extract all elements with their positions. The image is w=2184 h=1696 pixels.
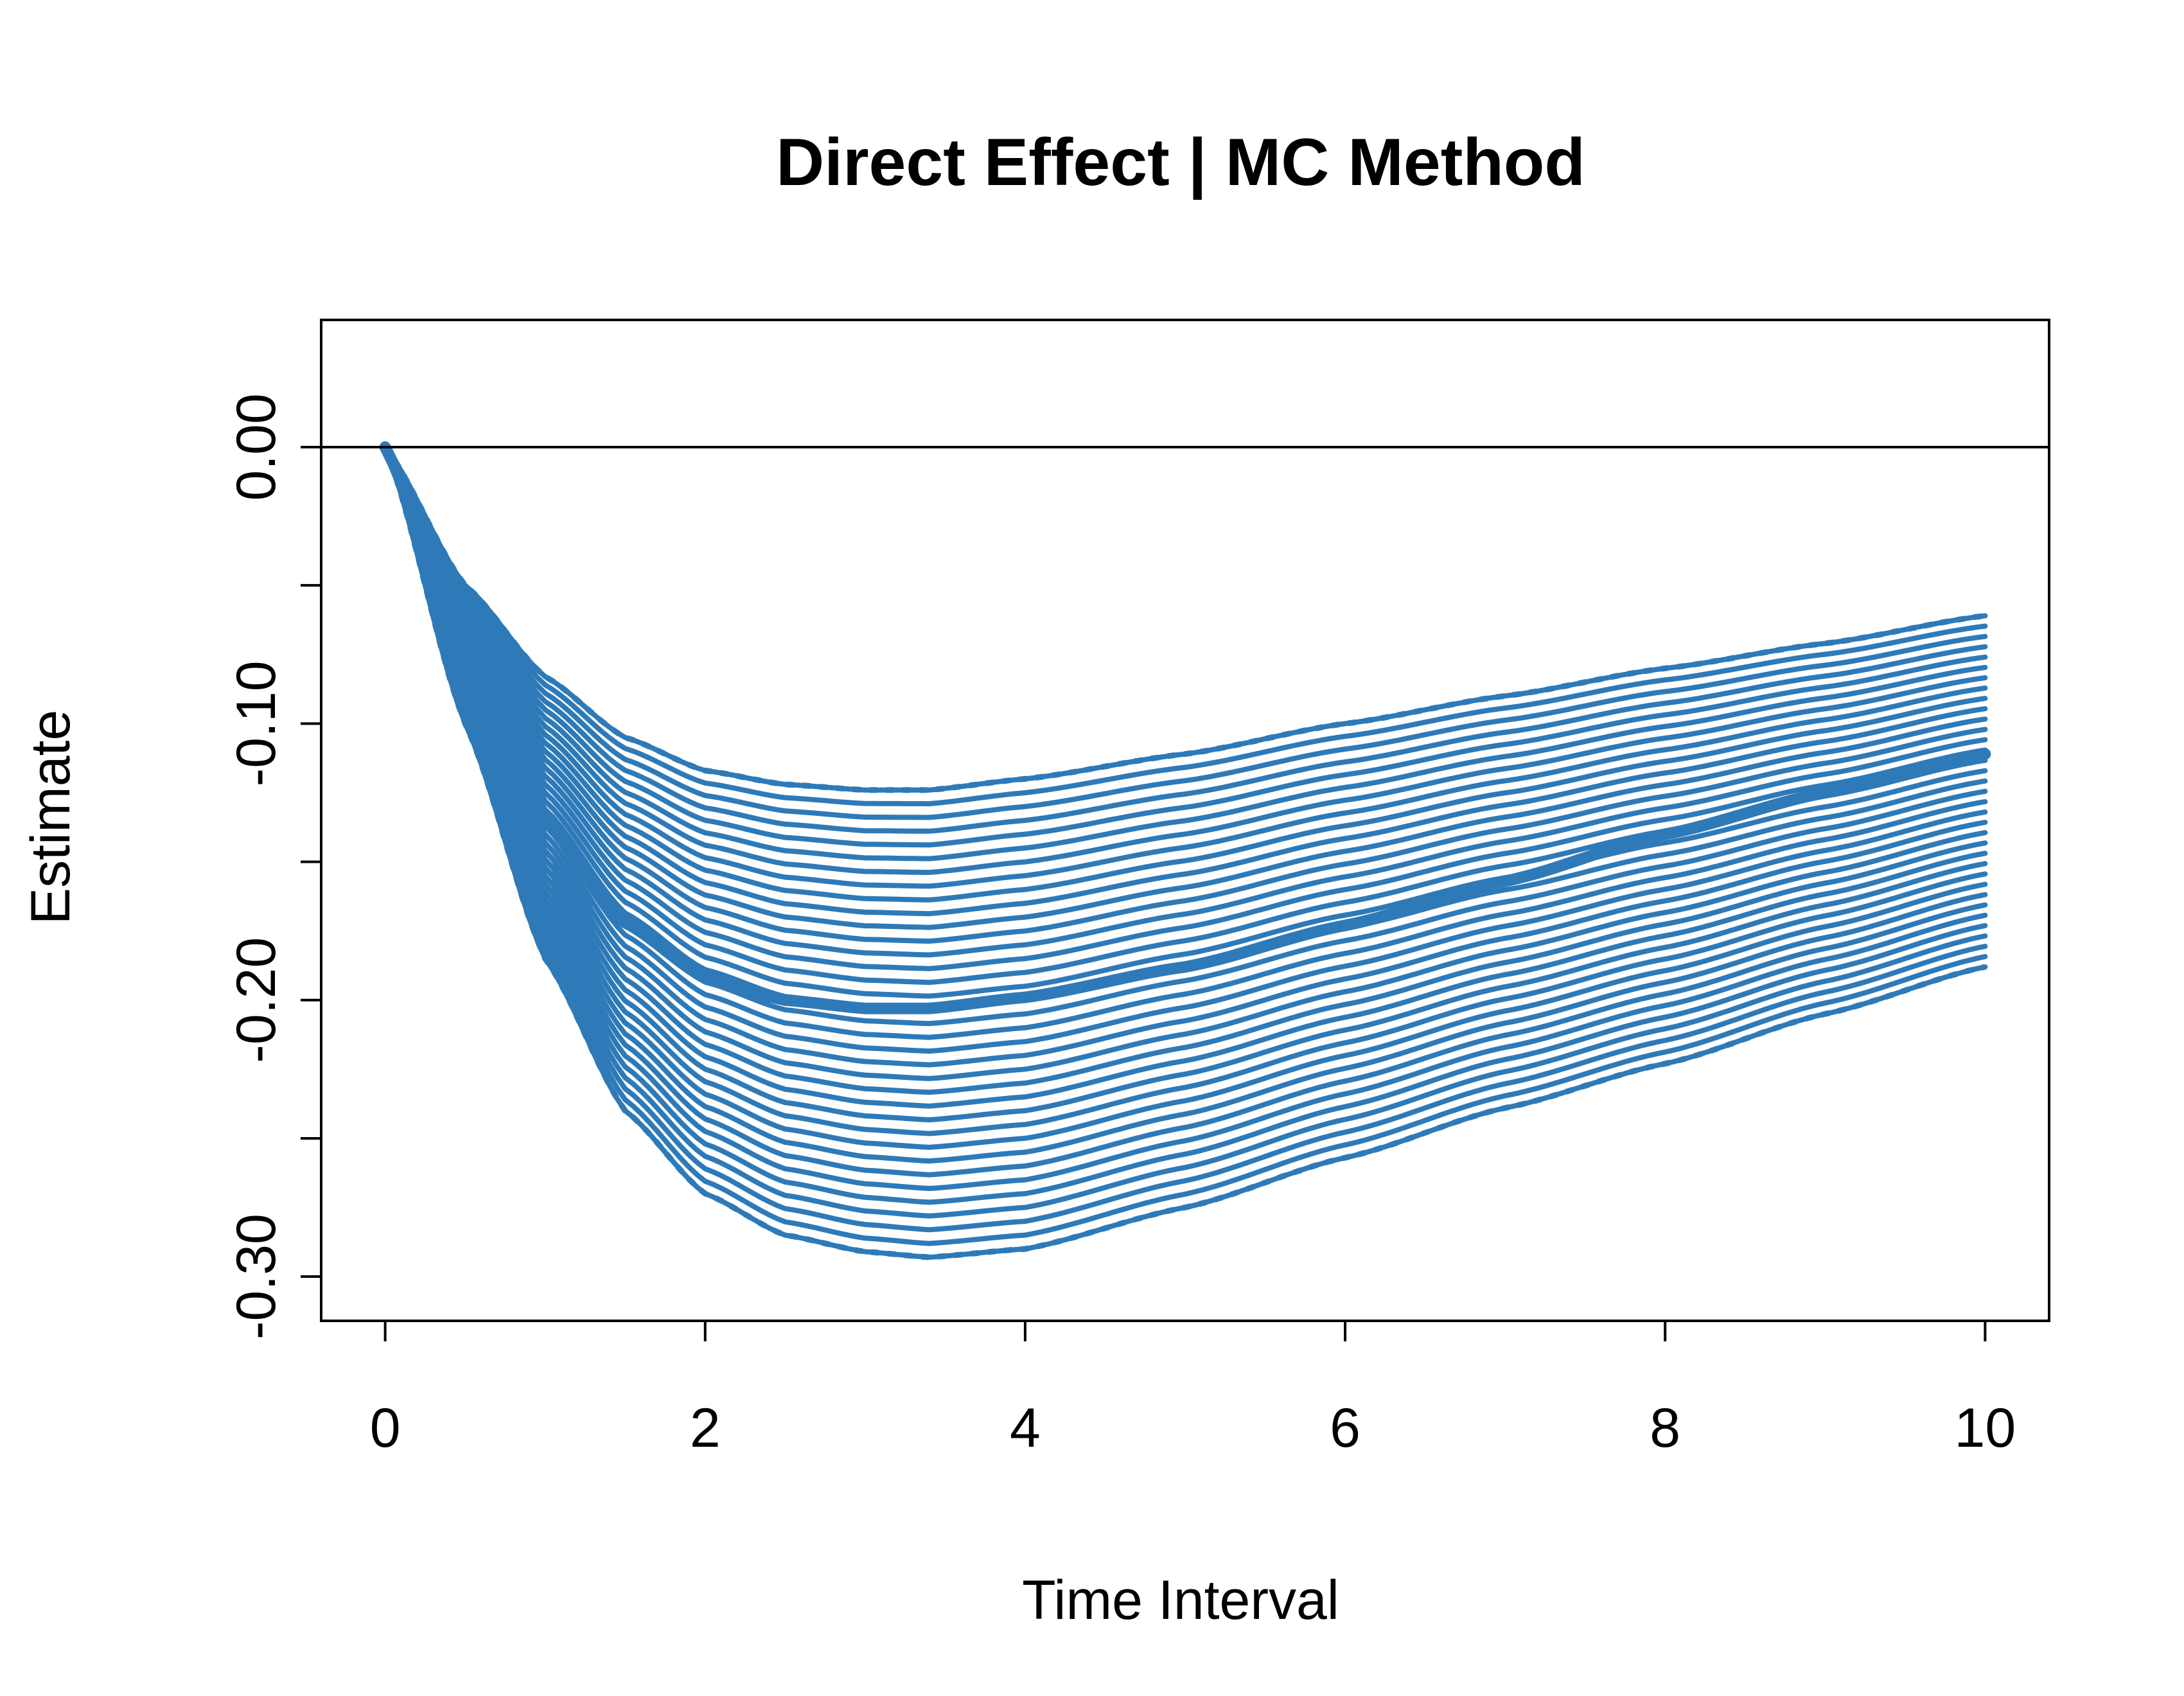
y-tick-label: -0.20	[225, 937, 287, 1063]
band-line	[382, 445, 1988, 1150]
band-line	[382, 445, 1988, 1136]
y-axis-label: Estimate	[20, 710, 82, 925]
band-line	[382, 445, 1988, 861]
band-line	[382, 445, 1988, 1081]
band-line	[382, 445, 1988, 944]
x-tick-label: 8	[1650, 1397, 1680, 1459]
plot-frame	[320, 319, 2050, 1322]
band-line	[382, 445, 1988, 1192]
series-lines	[379, 441, 1991, 1260]
y-axis: 0.00 -0.10 -0.20 -0.30	[225, 393, 321, 1339]
x-tick-label: 4	[1010, 1397, 1041, 1459]
x-axis: 0 2 4 6 8 10	[370, 1321, 2016, 1459]
chart-title: Direct Effect | MC Method	[776, 125, 1585, 200]
upper-bound-line	[382, 445, 1986, 793]
band-line	[382, 445, 1988, 903]
band-line	[382, 445, 1988, 1219]
band-line	[382, 445, 1988, 807]
estimate-line	[379, 441, 1991, 1014]
band-line	[382, 445, 1988, 958]
band-line	[382, 445, 1988, 1205]
band-line	[382, 445, 1988, 834]
x-tick-label: 2	[690, 1397, 721, 1459]
y-tick-label: 0.00	[225, 393, 287, 500]
band-line	[382, 445, 1988, 999]
band-line	[382, 445, 1988, 1095]
band-line	[382, 445, 1988, 1246]
x-tick-label: 0	[370, 1397, 401, 1459]
x-axis-label: Time Interval	[1022, 1569, 1339, 1631]
band-line	[382, 445, 1988, 1109]
y-tick-label: -0.10	[225, 660, 287, 786]
band-line	[382, 445, 1988, 889]
band-line	[382, 445, 1988, 1164]
band-line	[382, 445, 1988, 971]
band-line	[382, 445, 1988, 1178]
band-line	[382, 445, 1988, 917]
x-tick-label: 10	[1955, 1397, 2016, 1459]
band-line	[382, 445, 1988, 1233]
band-line	[382, 445, 1988, 1040]
band-line	[382, 445, 1988, 1054]
band-line	[382, 445, 1988, 930]
lower-bound-line	[382, 446, 1986, 1260]
band-line	[382, 445, 1988, 1068]
band-line	[382, 445, 1988, 820]
band-line	[382, 445, 1988, 848]
x-tick-label: 6	[1330, 1397, 1361, 1459]
y-tick-label: -0.30	[225, 1214, 287, 1339]
band-line	[382, 445, 1988, 1123]
band-line	[382, 445, 1988, 876]
